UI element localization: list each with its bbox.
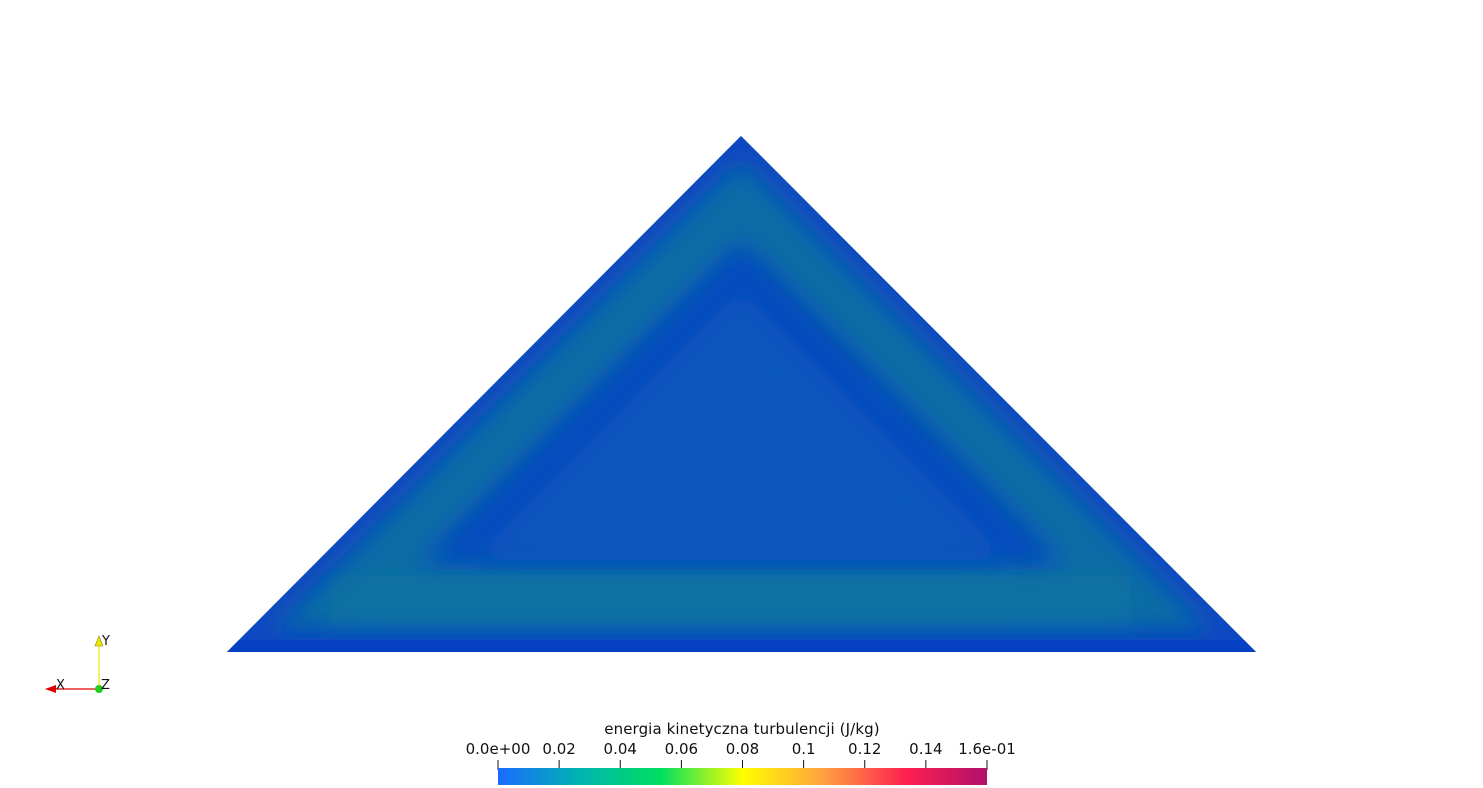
color-legend-bar xyxy=(497,760,988,785)
color-legend-tick-label: 0.12 xyxy=(848,740,882,758)
y-axis-arrow-icon xyxy=(94,635,104,647)
color-legend-tick-label: 0.02 xyxy=(542,740,576,758)
color-legend-tick-labels: 0.0e+00 0.02 0.04 0.06 0.08 0.1 0.12 0.14 1.6e-0… xyxy=(460,740,1024,760)
z-axis-label: Z xyxy=(101,678,110,693)
z-axis-dot-icon xyxy=(95,685,103,693)
x-axis-arrow-icon xyxy=(45,685,56,693)
y-axis-label: Y xyxy=(101,634,110,649)
color-legend-title: energia kinetyczna turbulencji (J/kg) xyxy=(604,720,880,738)
color-legend-tick-label: 0.0e+00 xyxy=(465,740,531,758)
color-legend-tick-label: 0.04 xyxy=(603,740,637,758)
color-legend-tick-label: 0.14 xyxy=(909,740,943,758)
orientation-axes: Y X Z xyxy=(45,634,110,693)
color-legend-tick-label: 0.06 xyxy=(664,740,699,758)
color-legend[interactable]: energia kinetyczna turbulencji (J/kg) 0.… xyxy=(460,716,1024,788)
color-legend-tick-label: 0.08 xyxy=(725,740,760,758)
x-axis-label: X xyxy=(56,678,65,693)
color-legend-tick-label: 1.6e-01 xyxy=(958,740,1016,758)
mesh-surface xyxy=(227,136,1256,652)
color-legend-tick-label: 0.1 xyxy=(791,740,816,758)
color-legend-gradient xyxy=(498,768,987,785)
